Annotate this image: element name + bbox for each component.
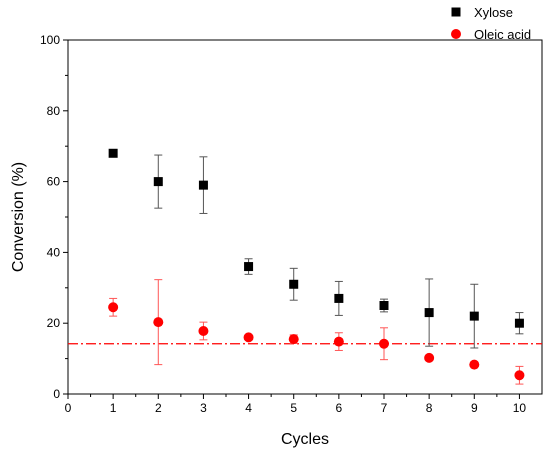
y-tick-label: 80 xyxy=(47,104,61,118)
data-point xyxy=(424,308,434,318)
x-tick-label: 0 xyxy=(65,401,72,415)
data-point xyxy=(379,338,389,349)
data-point xyxy=(108,302,119,313)
data-point xyxy=(333,336,344,347)
data-point xyxy=(198,180,208,190)
series-layer xyxy=(108,148,525,385)
y-tick-label: 0 xyxy=(53,387,60,401)
x-tick-label: 3 xyxy=(200,401,207,415)
x-tick-label: 9 xyxy=(471,401,478,415)
x-tick-label: 10 xyxy=(513,401,527,415)
plot-frame xyxy=(67,39,543,395)
series-oleic-acid xyxy=(108,279,525,385)
legend-marker xyxy=(451,29,461,39)
y-tick-label: 100 xyxy=(40,33,60,47)
legend: Xylose Oleic acid xyxy=(451,5,531,42)
data-point xyxy=(243,332,254,343)
legend-marker xyxy=(451,7,461,17)
y-tick-label: 60 xyxy=(47,175,61,189)
legend-label: Oleic acid xyxy=(474,27,531,42)
data-point xyxy=(244,262,254,272)
data-point xyxy=(514,370,525,381)
data-point xyxy=(469,359,480,370)
data-point xyxy=(153,317,164,328)
data-point xyxy=(288,334,299,345)
data-point xyxy=(108,148,118,158)
data-point xyxy=(514,318,524,328)
x-tick-label: 2 xyxy=(155,401,162,415)
x-tick-label: 6 xyxy=(336,401,343,415)
x-tick-label: 1 xyxy=(110,401,117,415)
x-tick-label: 5 xyxy=(290,401,297,415)
data-point xyxy=(153,177,163,187)
legend-label: Xylose xyxy=(474,5,513,20)
legend-item: Xylose xyxy=(451,5,513,20)
x-tick-label: 8 xyxy=(426,401,433,415)
data-point xyxy=(469,311,479,321)
y-tick-label: 40 xyxy=(47,245,61,259)
y-axis-title: Conversion (%) xyxy=(10,162,27,272)
legend-item: Oleic acid xyxy=(451,27,531,42)
x-tick-label: 4 xyxy=(245,401,252,415)
series-xylose xyxy=(108,148,524,349)
x-tick-label: 7 xyxy=(381,401,388,415)
data-point xyxy=(334,293,344,303)
x-axis-title: Cycles xyxy=(281,431,329,448)
data-point xyxy=(424,352,435,363)
data-point xyxy=(289,279,299,289)
y-tick-label: 20 xyxy=(47,316,61,330)
data-point xyxy=(379,301,389,310)
data-point xyxy=(198,325,209,336)
